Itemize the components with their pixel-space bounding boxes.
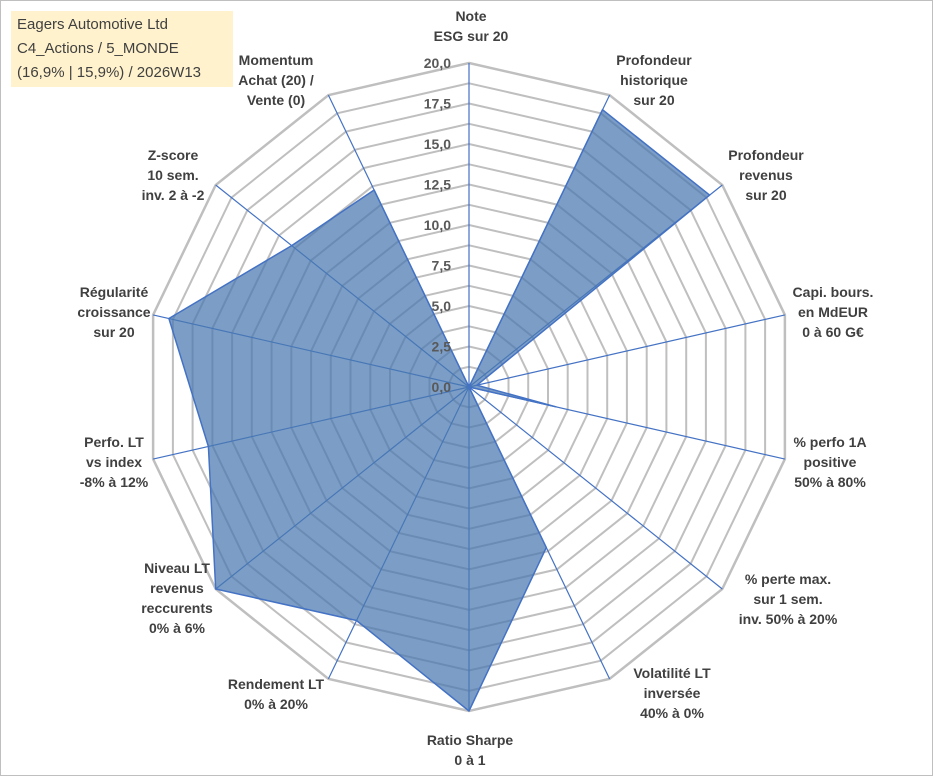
- axis-label-11: Régularité croissance sur 20: [77, 284, 150, 340]
- axis-label-13: Momentum Achat (20) / Vente (0): [238, 52, 314, 108]
- axis-label-3-line-0: Capi. bours.: [793, 284, 874, 300]
- axis-label-8: Rendement LT 0% à 20%: [228, 676, 325, 712]
- axis-label-2: Profondeur revenus sur 20: [728, 147, 804, 203]
- tick-label-4: 10,0: [424, 217, 451, 233]
- axis-label-12: Z-score 10 sem. inv. 2 à -2: [142, 147, 205, 203]
- axis-label-5-line-0: % perte max.: [745, 571, 831, 587]
- legend-stats: (16,9% | 15,9%) / 2026W13: [17, 61, 233, 85]
- axis-label-11-line-0: Régularité: [80, 284, 149, 300]
- axis-label-10: Perfo. LT vs index -8% à 12%: [80, 434, 149, 490]
- axis-label-13-line-2: Vente (0): [247, 92, 305, 108]
- tick-label-6: 15,0: [424, 136, 451, 152]
- axis-label-0-line-1: ESG sur 20: [434, 28, 509, 44]
- axis-label-6-line-1: inversée: [644, 685, 701, 701]
- axis-label-10-line-1: vs index: [86, 454, 142, 470]
- axis-label-2-line-0: Profondeur: [728, 147, 804, 163]
- axis-label-7-line-1: 0 à 1: [454, 752, 485, 768]
- axis-label-11-line-1: croissance: [77, 304, 150, 320]
- axis-label-5-line-1: sur 1 sem.: [753, 591, 822, 607]
- axis-label-4-line-0: % perfo 1A: [793, 434, 866, 450]
- tick-label-5: 12,5: [424, 177, 451, 193]
- axis-label-6-line-0: Volatilité LT: [633, 665, 711, 681]
- legend-portfolio: C4_Actions / 5_MONDE: [17, 37, 233, 61]
- axis-label-8-line-1: 0% à 20%: [244, 696, 308, 712]
- axis-label-11-line-2: sur 20: [93, 324, 134, 340]
- tick-label-1: 2,5: [432, 339, 452, 355]
- axis-label-9-line-2: reccurents: [141, 600, 213, 616]
- axis-label-7-line-0: Ratio Sharpe: [427, 732, 514, 748]
- axis-label-1-line-2: sur 20: [633, 92, 674, 108]
- axis-label-3-line-2: 0 à 60 G€: [802, 324, 864, 340]
- axis-label-5: % perte max. sur 1 sem. inv. 50% à 20%: [739, 571, 838, 627]
- tick-label-8: 20,0: [424, 55, 451, 71]
- axis-label-6: Volatilité LT inversée 40% à 0%: [633, 665, 711, 721]
- tick-label-0: 0,0: [432, 379, 452, 395]
- axis-label-0: Note ESG sur 20: [434, 8, 509, 44]
- axis-label-9-line-1: revenus: [150, 580, 204, 596]
- axis-label-2-line-1: revenus: [739, 167, 793, 183]
- axis-label-5-line-2: inv. 50% à 20%: [739, 611, 838, 627]
- axis-label-9-line-3: 0% à 6%: [149, 620, 206, 636]
- axis-label-4-line-1: positive: [804, 454, 857, 470]
- data-series-area: [169, 110, 710, 711]
- axis-label-10-line-0: Perfo. LT: [84, 434, 144, 450]
- axis-label-6-line-2: 40% à 0%: [640, 705, 704, 721]
- axis-label-3: Capi. bours. en MdEUR 0 à 60 G€: [793, 284, 874, 340]
- axis-label-8-line-0: Rendement LT: [228, 676, 325, 692]
- axis-label-0-line-0: Note: [455, 8, 486, 24]
- series-layer: [169, 110, 710, 711]
- axis-label-1: Profondeur historique sur 20: [616, 52, 692, 108]
- legend-box: Eagers Automotive Ltd C4_Actions / 5_MON…: [11, 11, 233, 87]
- tick-label-3: 7,5: [432, 258, 452, 274]
- axis-label-9-line-0: Niveau LT: [144, 560, 210, 576]
- axis-label-10-line-2: -8% à 12%: [80, 474, 149, 490]
- axis-label-4-line-2: 50% à 80%: [794, 474, 866, 490]
- axis-label-4: % perfo 1A positive 50% à 80%: [793, 434, 866, 490]
- axis-label-12-line-1: 10 sem.: [147, 167, 198, 183]
- axis-label-3-line-1: en MdEUR: [798, 304, 868, 320]
- axis-label-2-line-2: sur 20: [745, 187, 786, 203]
- axis-label-1-line-0: Profondeur: [616, 52, 692, 68]
- axis-label-12-line-2: inv. 2 à -2: [142, 187, 205, 203]
- tick-label-2: 5,0: [432, 298, 452, 314]
- axis-label-7: Ratio Sharpe 0 à 1: [427, 732, 514, 768]
- axis-label-9: Niveau LT revenus reccurents 0% à 6%: [141, 560, 213, 636]
- axis-label-13-line-1: Achat (20) /: [238, 72, 314, 88]
- tick-label-7: 17,5: [424, 96, 451, 112]
- axis-label-13-line-0: Momentum: [239, 52, 314, 68]
- axis-label-1-line-1: historique: [620, 72, 688, 88]
- axis-label-12-line-0: Z-score: [148, 147, 199, 163]
- legend-company: Eagers Automotive Ltd: [17, 13, 233, 37]
